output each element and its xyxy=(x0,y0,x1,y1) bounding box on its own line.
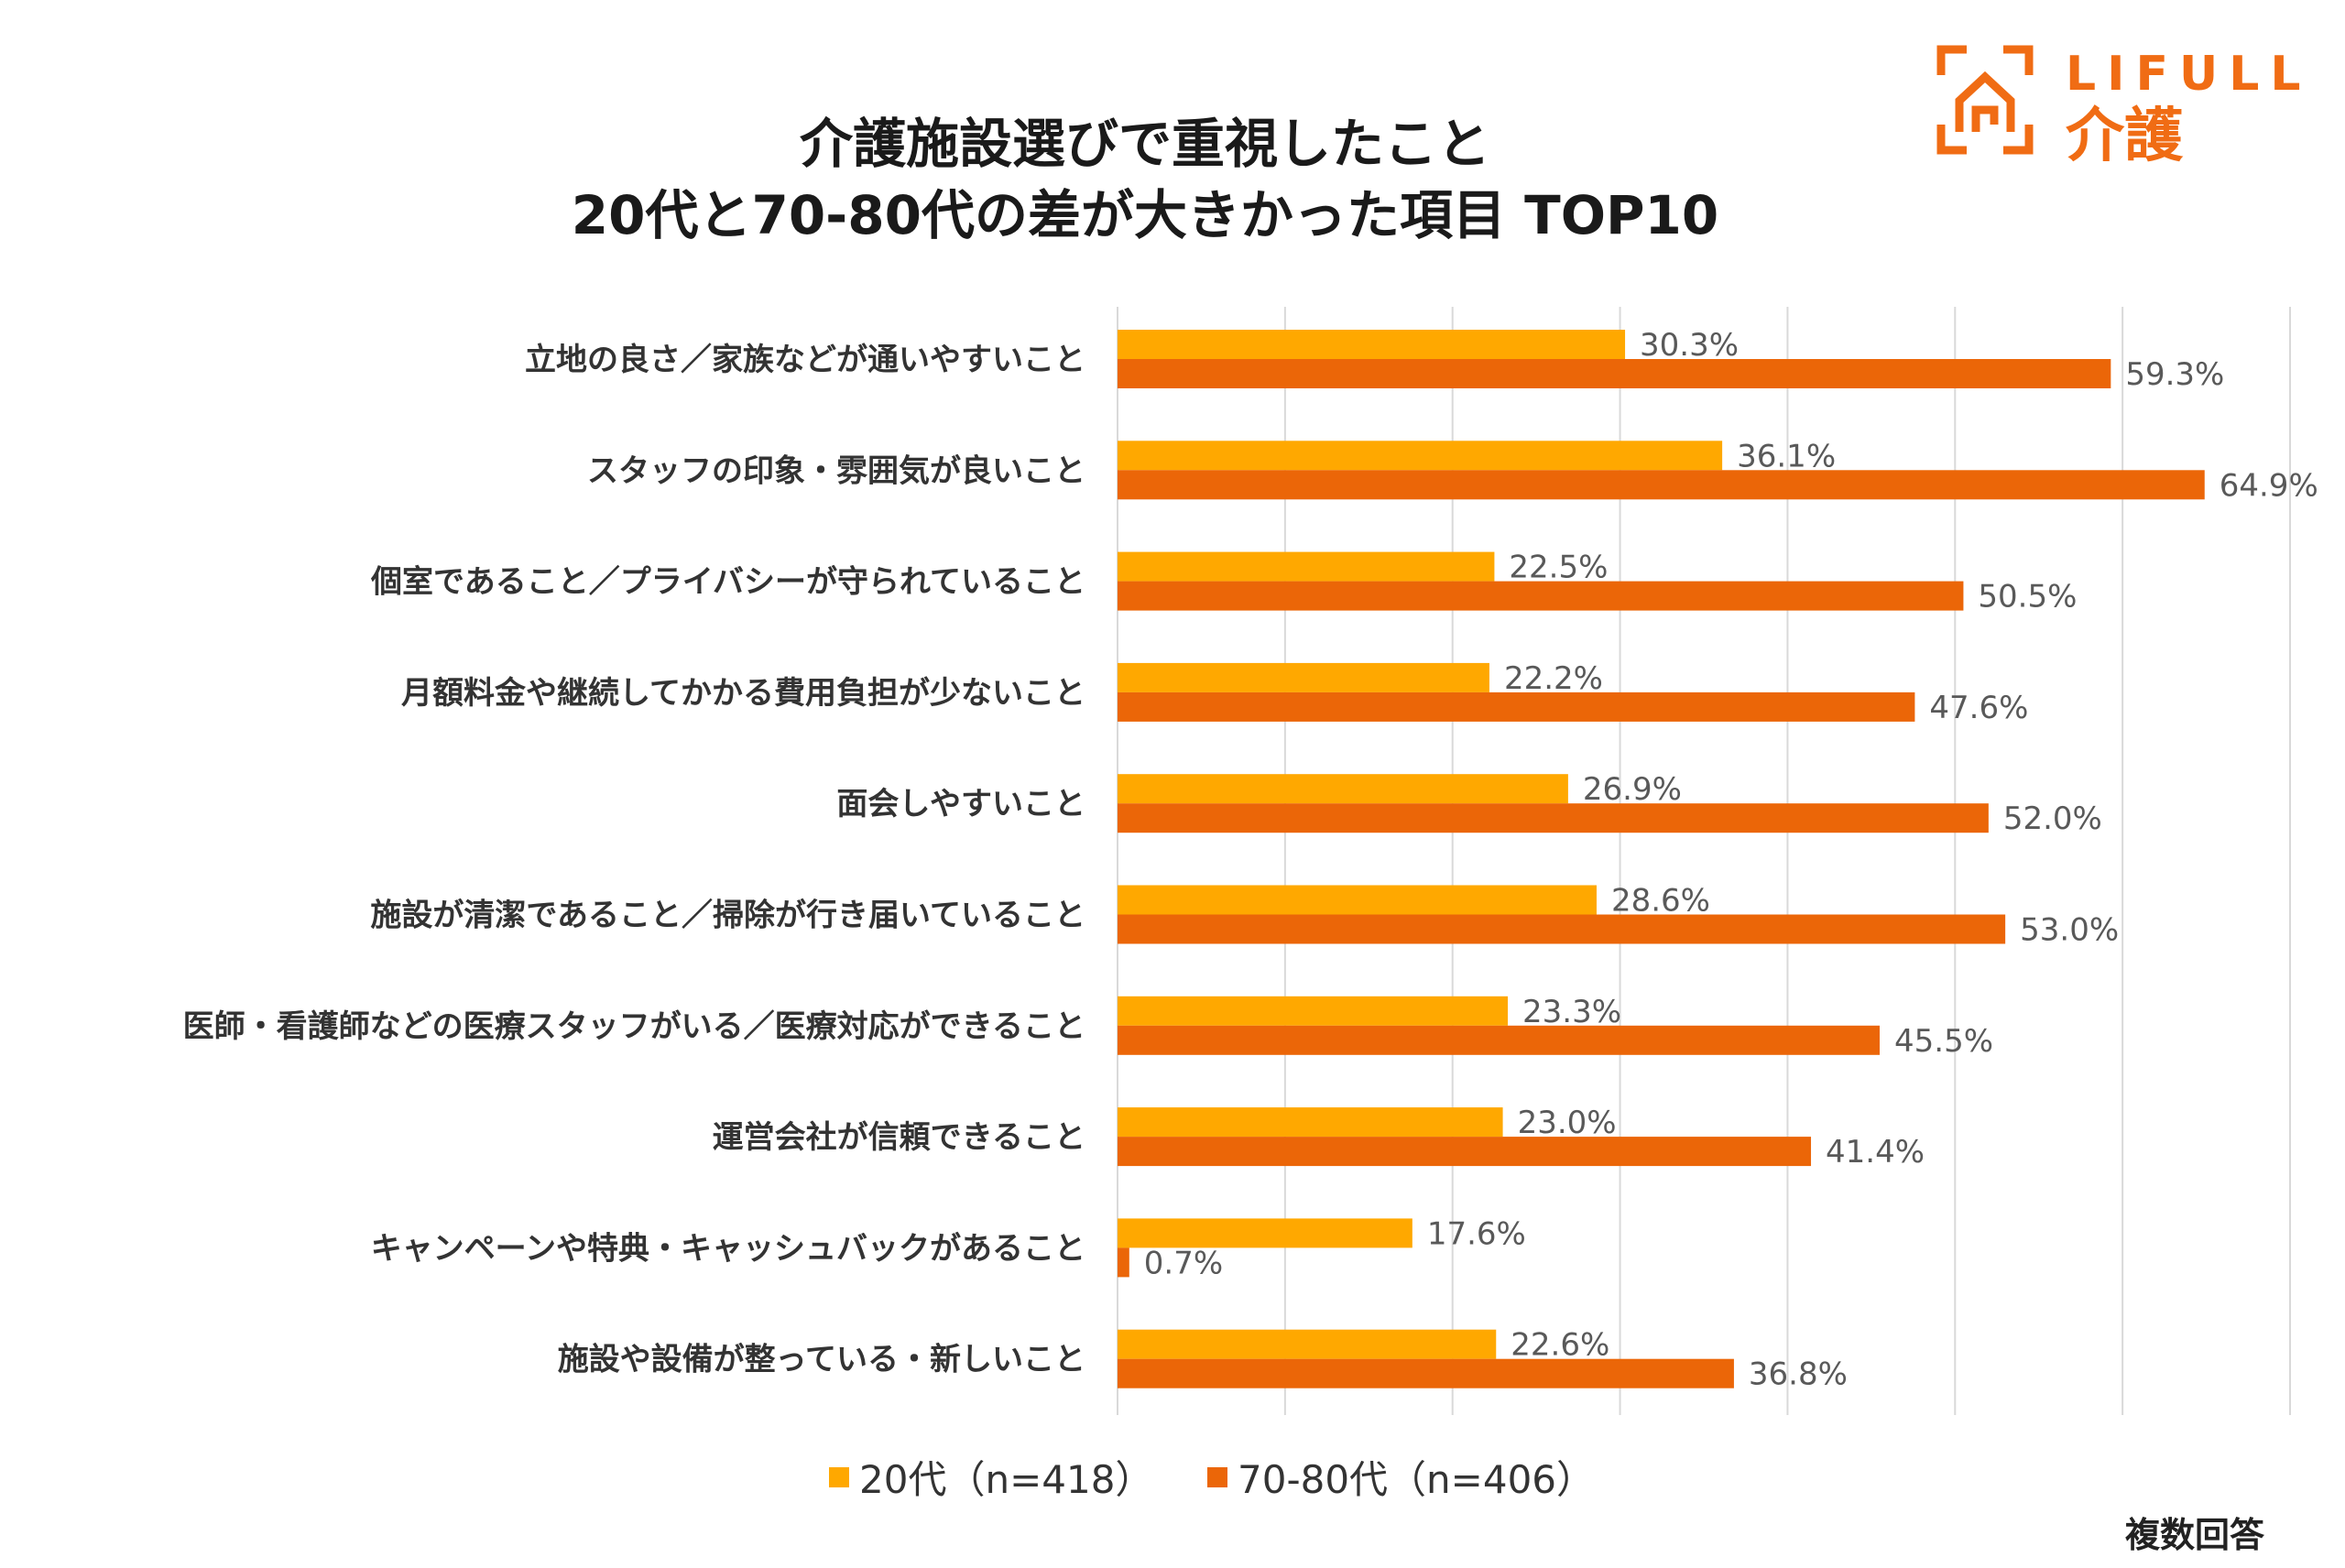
bar-20s xyxy=(1118,551,1495,582)
data-label: 22.5% xyxy=(1509,550,1608,586)
chart-subtitle: 20代と70-80代の差が大きかった項目 TOP10 xyxy=(571,184,1719,246)
category-label: 個室であること／プライバシーが守られていること xyxy=(370,564,1085,601)
logo-service-text: 介護 xyxy=(2066,103,2184,165)
data-label: 0.7% xyxy=(1144,1245,1223,1281)
bar-70-80s xyxy=(1118,1137,1812,1167)
bar-20s xyxy=(1118,885,1597,915)
data-label: 52.0% xyxy=(2003,800,2102,837)
category-label: 立地の良さ／家族などが通いやすいこと xyxy=(525,342,1085,378)
data-label: 36.1% xyxy=(1737,438,1836,474)
bar-70-80s xyxy=(1118,359,2111,388)
bar-70-80s xyxy=(1118,691,1915,722)
bar-20s xyxy=(1118,662,1489,692)
category-label: スタッフの印象・雰囲気が良いこと xyxy=(587,452,1085,489)
bar-70-80s xyxy=(1118,1025,1880,1055)
bar-20s xyxy=(1118,774,1568,804)
category-labels: 立地の良さ／家族などが通いやすいことスタッフの印象・雰囲気が良いこと個室であるこ… xyxy=(183,342,1085,1378)
footnote: 複数回答 xyxy=(2124,1515,2264,1555)
bar-70-80s xyxy=(1118,1358,1734,1388)
category-label: 施設や設備が整っている・新しいこと xyxy=(558,1342,1085,1378)
bars xyxy=(1118,330,2205,1388)
data-label: 28.6% xyxy=(1611,883,1710,920)
legend-swatch-20s xyxy=(829,1467,849,1487)
data-label: 22.6% xyxy=(1511,1327,1609,1364)
data-label: 17.6% xyxy=(1427,1215,1526,1252)
bar-20s xyxy=(1118,1107,1503,1138)
bar-70-80s xyxy=(1118,803,1989,833)
bar-70-80s xyxy=(1118,1247,1129,1278)
bar-70-80s xyxy=(1118,914,2006,944)
chart-title: 介護施設選びで重視したこと xyxy=(799,113,1490,175)
category-label: キャンペーンや特典・キャッシュバックがあること xyxy=(371,1230,1085,1267)
data-label: 53.0% xyxy=(2020,912,2119,949)
category-label: 月額料金や継続してかかる費用負担が少ないこと xyxy=(401,675,1085,712)
data-label: 26.9% xyxy=(1583,771,1682,808)
data-labels: 30.3% 59.3% 36.1% 64.9% 22.5% 50.5% 22.2% 47.6%… xyxy=(1144,327,2318,1393)
bar-20s xyxy=(1118,1329,1497,1359)
legend-label-20s: 20代（n=418） xyxy=(859,1457,1154,1502)
logo-brand-text: LIFULL xyxy=(2066,47,2312,102)
category-label: 運営会社が信頼できること xyxy=(713,1119,1085,1156)
bar-20s xyxy=(1118,996,1509,1026)
data-label: 47.6% xyxy=(1929,690,2028,726)
data-label: 64.9% xyxy=(2220,467,2318,504)
legend-swatch-70-80s xyxy=(1207,1467,1227,1487)
category-label: 施設が清潔であること／掃除が行き届いていること xyxy=(370,898,1085,934)
data-label: 50.5% xyxy=(1978,579,2077,615)
legend-label-70-80s: 70-80代（n=406） xyxy=(1238,1457,1596,1502)
data-label: 45.5% xyxy=(1894,1023,1993,1060)
category-label: 面会しやすいこと xyxy=(836,786,1085,822)
data-label: 41.4% xyxy=(1826,1134,1925,1171)
bar-20s xyxy=(1118,441,1723,471)
category-label: 医師・看護師などの医療スタッフがいる／医療対応ができること xyxy=(183,1008,1085,1045)
data-label: 23.3% xyxy=(1522,994,1621,1030)
bar-20s xyxy=(1118,330,1626,359)
bar-70-80s xyxy=(1118,581,1964,611)
lifull-logo: LIFULL 介護 xyxy=(1936,45,2312,165)
data-label: 23.0% xyxy=(1518,1105,1617,1141)
bar-70-80s xyxy=(1118,470,2205,500)
house-icon xyxy=(1936,45,2034,155)
bar-20s xyxy=(1118,1218,1412,1248)
data-label: 59.3% xyxy=(2125,356,2224,393)
data-label: 36.8% xyxy=(1749,1356,1848,1393)
data-label: 22.2% xyxy=(1504,660,1603,697)
data-label: 30.3% xyxy=(1640,327,1739,364)
